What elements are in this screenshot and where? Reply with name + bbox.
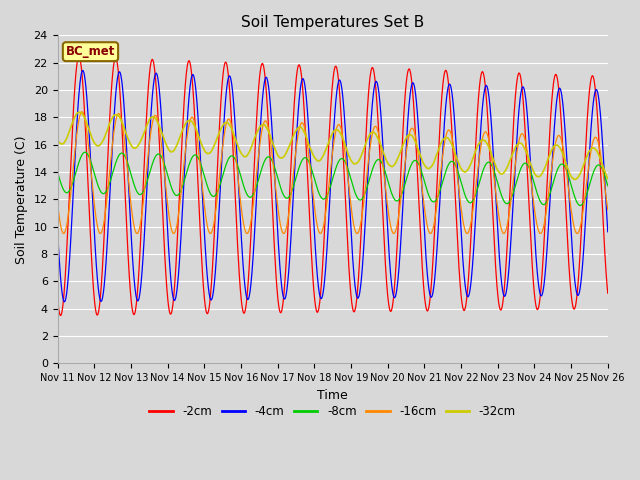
Title: Soil Temperatures Set B: Soil Temperatures Set B bbox=[241, 15, 424, 30]
Legend: -2cm, -4cm, -8cm, -16cm, -32cm: -2cm, -4cm, -8cm, -16cm, -32cm bbox=[145, 401, 520, 423]
X-axis label: Time: Time bbox=[317, 389, 348, 402]
Y-axis label: Soil Temperature (C): Soil Temperature (C) bbox=[15, 135, 28, 264]
Text: BC_met: BC_met bbox=[66, 45, 115, 58]
